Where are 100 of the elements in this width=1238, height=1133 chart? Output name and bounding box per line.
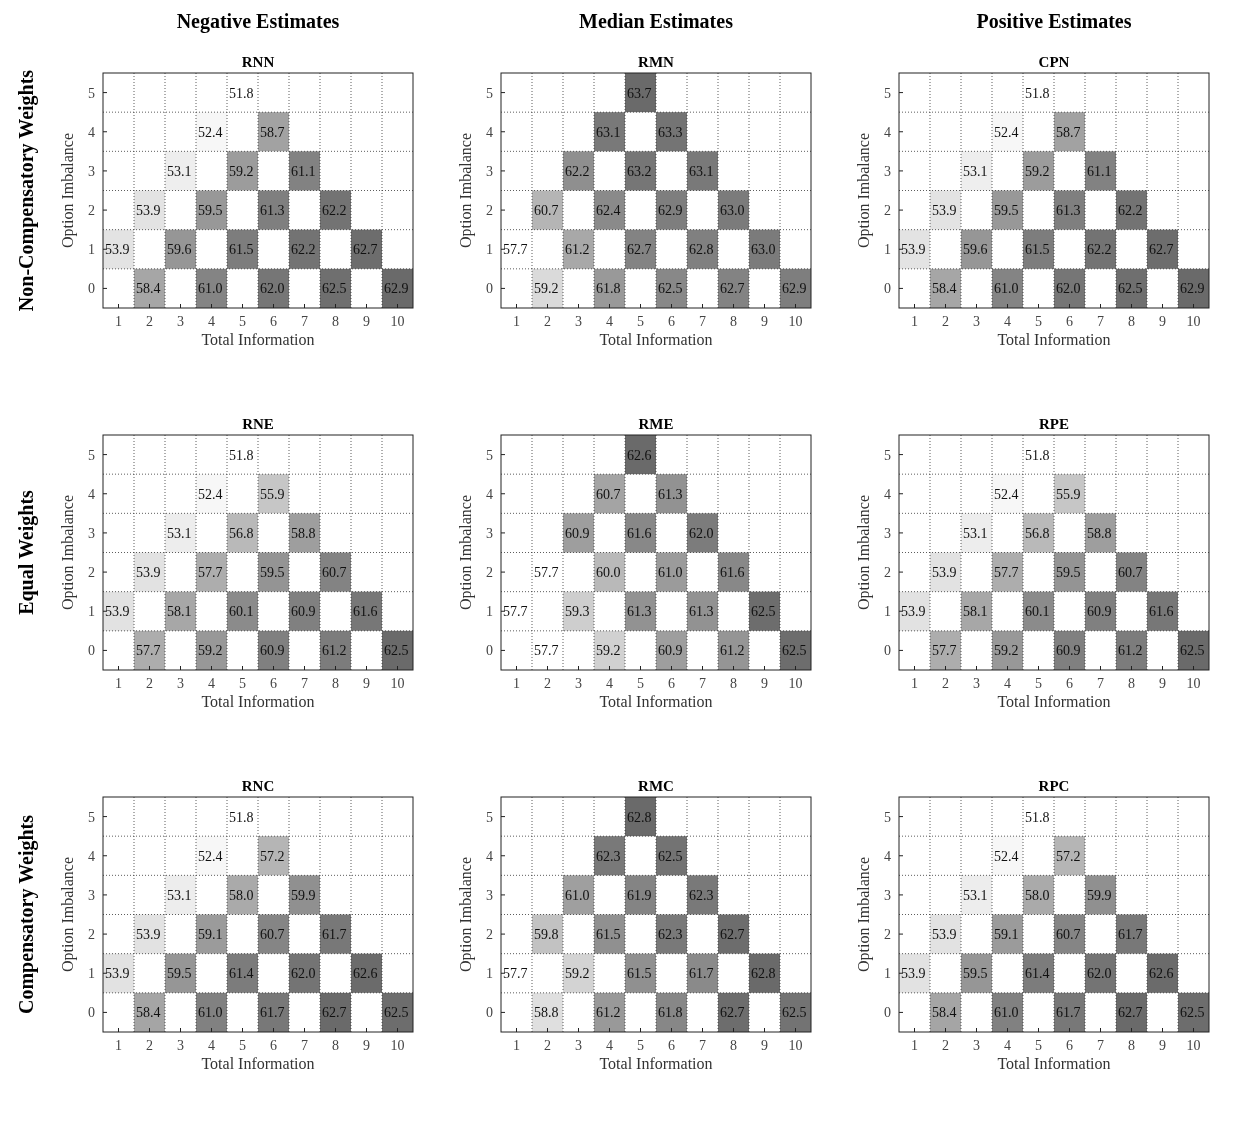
data-label: 51.8 [229,85,254,101]
data-label: 59.1 [994,927,1019,943]
data-label: 57.7 [534,643,559,659]
data-label: 61.0 [994,281,1019,297]
data-label: 59.2 [596,643,621,659]
x-tick-label: 7 [301,1038,308,1053]
data-label: 59.5 [1056,565,1081,581]
data-label: 62.8 [689,242,714,258]
y-tick-label: 5 [486,447,493,463]
data-label: 60.9 [1087,604,1112,620]
data-label: 62.3 [596,848,621,864]
x-tick-label: 3 [177,676,184,691]
x-tick-label: 4 [606,1038,613,1053]
data-label: 58.8 [534,1005,559,1021]
data-label: 62.8 [627,809,652,825]
y-tick-label: 1 [884,604,891,620]
x-tick-label: 2 [544,1038,551,1053]
y-axis-title: Option Imbalance [59,856,77,973]
data-label: 61.7 [689,966,714,982]
x-tick-label: 5 [637,314,644,329]
data-label: 63.1 [596,124,621,140]
chart-title: RMC [638,778,674,794]
data-label: 62.7 [627,242,652,258]
chart-title: RPC [1038,778,1070,794]
x-tick-label: 8 [1128,1038,1135,1053]
x-tick-label: 6 [1066,676,1073,691]
x-axis-title: Total Information [997,331,1111,348]
x-tick-label: 5 [637,676,644,691]
y-tick-label: 0 [884,1005,891,1021]
data-label: 61.0 [565,887,590,903]
x-tick-label: 10 [788,676,803,691]
data-label: 59.5 [963,966,988,982]
y-tick-label: 4 [884,124,891,140]
data-label: 61.5 [229,242,254,258]
data-label: 62.7 [1118,1005,1143,1021]
data-label: 53.9 [901,604,926,620]
x-tick-label: 9 [1159,676,1166,691]
data-label: 59.6 [963,242,988,258]
x-tick-label: 7 [699,1038,706,1053]
data-label: 62.6 [353,966,378,982]
data-label: 58.4 [932,281,957,297]
x-axis-title: Total Information [201,331,315,348]
data-label: 62.0 [1087,966,1112,982]
x-tick-label: 1 [911,1038,918,1053]
data-label: 61.2 [1118,643,1143,659]
data-label: 62.8 [751,966,776,982]
x-tick-label: 3 [177,314,184,329]
data-label: 62.2 [291,242,316,258]
data-label: 59.2 [994,643,1019,659]
data-label: 61.6 [627,525,652,541]
y-tick-label: 5 [884,447,891,463]
x-tick-label: 2 [544,314,551,329]
y-tick-label: 3 [88,887,95,903]
x-tick-label: 2 [146,1038,153,1053]
x-tick-label: 2 [146,676,153,691]
y-tick-label: 4 [88,124,95,140]
data-label: 58.0 [229,887,254,903]
x-tick-label: 1 [513,314,520,329]
y-tick-label: 3 [884,525,891,541]
data-label: 61.3 [658,486,683,502]
data-label: 63.0 [751,242,776,258]
data-label: 58.4 [136,281,161,297]
data-label: 62.0 [1056,281,1081,297]
data-label: 61.7 [1118,927,1143,943]
y-axis-title: Option Imbalance [457,856,475,973]
y-tick-label: 5 [88,447,95,463]
data-label: 61.7 [322,927,347,943]
data-label: 61.5 [1025,242,1050,258]
y-axis-title: Option Imbalance [855,132,873,249]
data-label: 53.1 [963,163,988,179]
x-tick-label: 8 [730,1038,737,1053]
data-label: 58.7 [1056,124,1081,140]
data-label: 53.9 [136,927,161,943]
x-tick-label: 9 [761,314,768,329]
data-label: 62.7 [322,1005,347,1021]
data-label: 53.9 [901,966,926,982]
data-label: 62.5 [384,643,409,659]
data-label: 52.4 [994,124,1019,140]
data-label: 51.8 [229,447,254,463]
y-tick-label: 4 [88,848,95,864]
y-tick-label: 4 [884,486,891,502]
data-label: 63.2 [627,163,652,179]
chart-title: RNC [241,778,275,794]
data-label: 60.9 [658,643,683,659]
x-tick-label: 6 [270,1038,277,1053]
chart-title: RMN [638,54,675,70]
data-label: 61.3 [1056,203,1081,219]
x-tick-label: 7 [1097,314,1104,329]
y-tick-label: 4 [88,486,95,502]
x-axis-title: Total Information [599,1055,713,1072]
y-tick-label: 3 [486,163,493,179]
data-label: 61.6 [353,604,378,620]
data-label: 62.6 [627,447,652,463]
y-tick-label: 1 [486,604,493,620]
x-tick-label: 1 [115,676,122,691]
x-tick-label: 7 [1097,1038,1104,1053]
data-label: 61.9 [627,887,652,903]
y-axis-title: Option Imbalance [855,494,873,611]
y-tick-label: 0 [486,643,493,659]
x-axis-title: Total Information [599,693,713,710]
